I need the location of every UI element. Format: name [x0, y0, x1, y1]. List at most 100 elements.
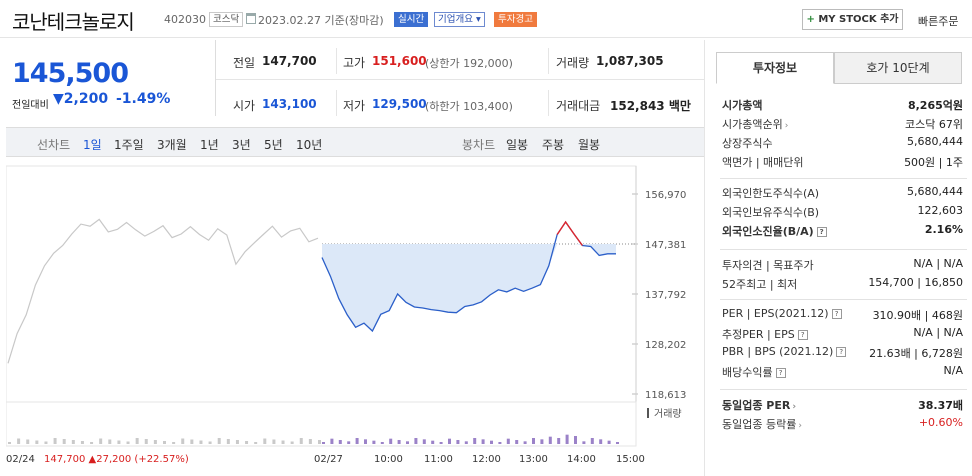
tab-1year[interactable]: 1년 — [200, 138, 219, 152]
series-line-prev-day — [7, 218, 319, 364]
tab-weekly[interactable]: 주봉 — [542, 138, 565, 152]
quick-order-link[interactable]: 빠른주문 — [918, 15, 959, 28]
volume-bar — [582, 441, 586, 444]
line-chart-label: 선차트 — [37, 138, 71, 152]
info-value: N/A | N/A — [913, 326, 963, 339]
y-tick-label: 128,202 — [645, 340, 686, 351]
help-icon[interactable]: ? — [797, 330, 808, 340]
volume-bar — [448, 438, 451, 444]
info-value: 21.63배 | 6,728원 — [869, 347, 963, 360]
candle-chart-label: 봉차트 — [462, 138, 496, 152]
area-below-reference — [322, 244, 616, 331]
info-value: 코스닥 67위 — [905, 118, 963, 131]
stock-code: 402030 — [164, 13, 206, 26]
volume-bar — [8, 442, 11, 444]
volume-bar — [44, 441, 48, 444]
realtime-button[interactable]: 실시간 — [394, 12, 429, 27]
volume-bar — [431, 440, 435, 444]
volume-label: 거래량 — [654, 408, 682, 420]
x-tick-label: 13:00 — [519, 454, 548, 465]
volume-bar — [355, 438, 359, 444]
y-tick-label: 137,792 — [645, 290, 686, 301]
tab-1day[interactable]: 1일 — [83, 138, 102, 152]
tab-1week[interactable]: 1주일 — [114, 138, 144, 152]
help-icon[interactable]: ? — [831, 309, 842, 319]
volume-bar — [364, 439, 367, 444]
tab-10year[interactable]: 10년 — [296, 138, 323, 152]
volume-bar — [506, 438, 510, 444]
info-value: 122,603 — [917, 204, 964, 217]
stock-header: 코난테크놀로지 402030 코스닥 2023.02.27 기준(장마감) 실시… — [0, 0, 972, 38]
help-icon[interactable]: ? — [836, 347, 847, 357]
volume-bar — [406, 441, 409, 444]
high-label: 고가 — [343, 56, 366, 70]
info-key: 추정PER | EPS? — [722, 326, 808, 342]
volume-bar — [226, 439, 230, 444]
volume-bar — [126, 441, 130, 444]
info-value: 310.90배 | 468원 — [872, 309, 963, 322]
x-tick-label: 12:00 — [472, 454, 501, 465]
info-row: 액면가 | 매매단위 500원 | 1주 — [722, 154, 967, 172]
volume-bar — [117, 440, 121, 444]
info-row: 추정PER | EPS? N/A | N/A — [722, 326, 967, 344]
volume-bar — [318, 440, 321, 444]
volume-bar — [208, 441, 212, 444]
plus-icon: + — [806, 14, 815, 25]
divider — [336, 90, 337, 116]
chevron-right-icon[interactable]: › — [784, 121, 789, 131]
volume-bar — [108, 439, 112, 444]
volume-bar — [540, 439, 544, 444]
y-tick-label: 147,381 — [645, 240, 686, 251]
help-icon[interactable]: ? — [775, 368, 786, 378]
volume-bar — [71, 440, 75, 444]
info-value: 500원 | 1주 — [904, 156, 963, 169]
volume-bar — [548, 436, 552, 444]
info-row: 외국인한도주식수(A) 5,680,444 — [722, 185, 967, 203]
volume-bar — [99, 438, 103, 444]
x-tick-label: 14:00 — [567, 454, 596, 465]
volume-bar — [217, 438, 221, 444]
info-row: 동일업종 등락률 › +0.60% — [722, 416, 967, 434]
volume-bar — [144, 439, 148, 444]
info-value: 5,680,444 — [907, 135, 963, 148]
volume-bar — [153, 440, 157, 444]
chevron-right-icon[interactable]: › — [798, 421, 802, 431]
volume-bar — [90, 442, 94, 444]
volume-area — [6, 401, 637, 447]
volume-bar — [523, 441, 527, 444]
info-key: 외국인보유주식수(B) — [722, 206, 820, 219]
tab-3month[interactable]: 3개월 — [157, 138, 187, 152]
divider — [548, 48, 549, 74]
volume-bar — [574, 436, 577, 444]
info-row: 투자의견 | 목표주가 N/A | N/A — [722, 257, 967, 275]
tab-monthly[interactable]: 월봉 — [578, 138, 601, 152]
divider — [336, 48, 337, 74]
volume-bar — [80, 441, 84, 444]
price-chart[interactable]: 156,970 147,381 137,792 128,202 118,613 거래량 02… — [6, 160, 704, 476]
chevron-right-icon[interactable]: › — [792, 402, 797, 412]
tab-hoga-10[interactable]: 호가 10단계 — [834, 52, 962, 84]
volume-bar — [272, 439, 276, 444]
tab-investment-info[interactable]: 투자정보 — [716, 52, 834, 84]
volume-bar — [464, 441, 468, 444]
volume-bar — [308, 439, 312, 444]
help-icon[interactable]: ? — [816, 227, 827, 237]
add-mystock-button[interactable]: + MY STOCK 추가 — [802, 9, 903, 30]
tab-3year[interactable]: 3년 — [232, 138, 251, 152]
volume-bar — [473, 438, 477, 444]
divider — [704, 40, 705, 476]
tab-5year[interactable]: 5년 — [264, 138, 283, 152]
tab-daily[interactable]: 일봉 — [506, 138, 529, 152]
company-overview-dropdown[interactable]: 기업개요 ▾ — [434, 12, 485, 27]
volume-bar — [380, 442, 384, 444]
volume-bar — [245, 441, 249, 444]
info-row: PBR | BPS (2021.12)? 21.63배 | 6,728원 — [722, 345, 967, 363]
x-tick-label: 02/27 — [314, 454, 343, 465]
info-row: 외국인소진율(B/A)? 2.16% — [722, 223, 967, 241]
stock-name: 코난테크놀로지 — [12, 10, 135, 34]
volume-bar — [35, 440, 39, 444]
divider — [216, 79, 704, 80]
volume-bar — [299, 438, 303, 444]
volume-bar — [235, 440, 239, 444]
